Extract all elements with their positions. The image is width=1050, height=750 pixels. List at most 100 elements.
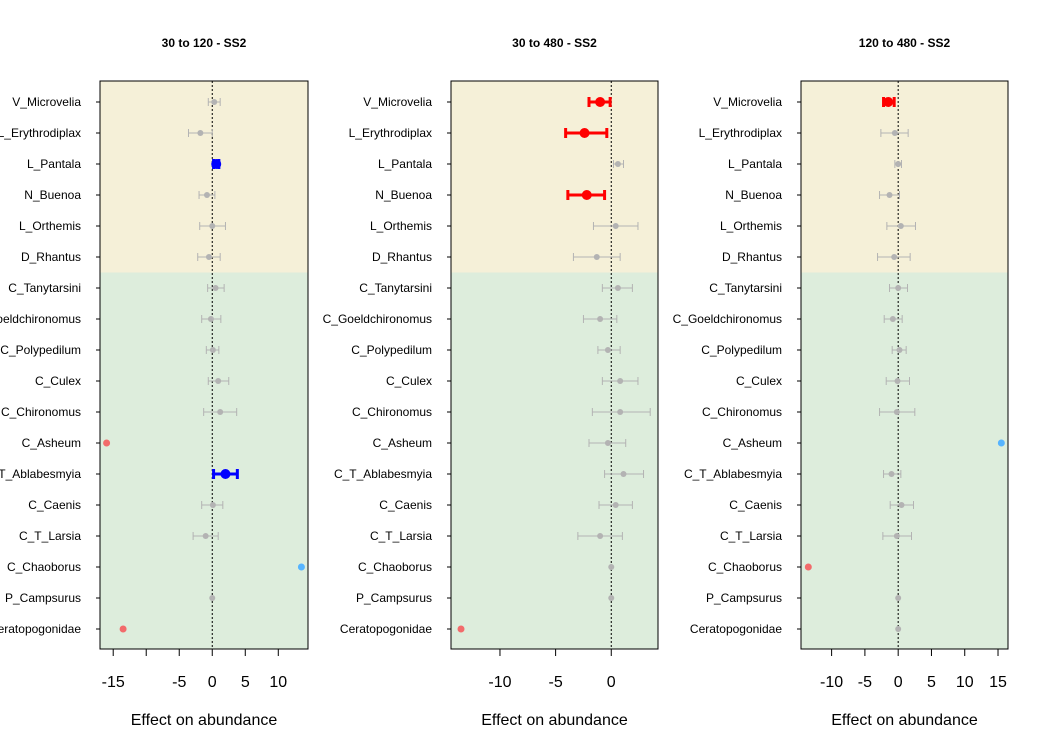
taxon-label: C_Chironomus (702, 405, 782, 419)
estimate-point (997, 439, 1005, 447)
x-tick-label: 15 (989, 674, 1007, 691)
estimate-C_Tanytarsini (601, 284, 633, 292)
panel-1: 30 to 120 - SS2 V_Microvelia L_Erythrodipl… (0, 36, 309, 729)
estimate-point (886, 192, 893, 198)
estimate-point (593, 254, 600, 260)
taxon-label: P_Campsurus (706, 591, 782, 605)
estimate-point (608, 564, 615, 570)
taxon-label: C_Goeldchironomus (673, 312, 782, 326)
x-axis-title: Effect on abundance (131, 712, 278, 729)
taxon-label: L_Pantala (378, 157, 432, 171)
taxon-label: L_Erythrodiplax (349, 126, 432, 140)
estimate-C_T_Ablabesmyia (883, 470, 902, 478)
taxon-label: C_Culex (35, 374, 81, 388)
estimate-point (209, 595, 216, 601)
estimate-C_T_Larsia (192, 532, 219, 540)
estimate-L_Erythrodiplax (564, 128, 609, 138)
taxon-label: V_Microvelia (713, 95, 782, 109)
estimate-P_Campsurus (608, 595, 615, 601)
estimate-point (202, 533, 209, 539)
x-tick-label: 0 (208, 674, 217, 691)
estimate-C_Asheum (588, 439, 627, 447)
estimate-C_Goeldchironomus (582, 315, 618, 323)
taxon-label: Ceratopogonidae (340, 622, 432, 636)
estimate-N_Buenoa (879, 191, 901, 199)
estimate-point (891, 254, 898, 260)
taxon-label: Ceratopogonidae (0, 622, 81, 636)
estimate-point (595, 97, 606, 107)
estimate-point (207, 316, 214, 322)
estimate-N_Buenoa (198, 191, 216, 199)
estimate-C_Chironomus (203, 408, 238, 416)
estimate-point (209, 347, 216, 353)
estimate-C_Asheum (103, 439, 111, 447)
taxon-label: C_T_Ablabesmyia (0, 467, 81, 481)
x-tick-label: -15 (102, 674, 125, 691)
taxon-label: C_T_Ablabesmyia (684, 467, 782, 481)
taxon-label: C_Polypedilum (0, 343, 81, 357)
taxon-label: N_Buenoa (24, 188, 81, 202)
estimate-point (897, 223, 904, 229)
estimate-point (620, 471, 627, 477)
estimate-V_Microvelia (207, 98, 221, 106)
x-tick-label: 10 (956, 674, 974, 691)
estimate-Ceratopogonidae (457, 625, 465, 633)
estimate-V_Microvelia (587, 97, 612, 107)
estimate-C_Polypedilum (891, 346, 907, 354)
plot-area (451, 81, 658, 649)
estimate-P_Campsurus (895, 595, 902, 601)
panel-title: 30 to 480 - SS2 (512, 36, 597, 50)
panel-3: 120 to 480 - SS2 V_Microvelia L_Erythrodip… (673, 36, 1009, 729)
background-band-1 (451, 81, 658, 273)
taxon-label: C_T_Ablabesmyia (334, 467, 432, 481)
estimate-Ceratopogonidae (895, 626, 902, 632)
estimate-point (581, 190, 592, 200)
taxon-label: N_Buenoa (725, 188, 782, 202)
taxon-label: C_Chaoborus (7, 560, 81, 574)
taxon-label: D_Rhantus (21, 250, 81, 264)
estimate-N_Buenoa (566, 190, 607, 200)
taxon-label: C_Tanytarsini (359, 281, 432, 295)
taxon-label: C_Chironomus (1, 405, 81, 419)
estimate-L_Orthemis (592, 222, 639, 230)
taxon-label: P_Campsurus (356, 591, 432, 605)
taxon-label: L_Pantala (27, 157, 81, 171)
estimate-C_Asheum (997, 439, 1005, 447)
estimate-point (898, 502, 905, 508)
estimate-C_Caenis (889, 501, 914, 509)
x-tick-label: -5 (858, 674, 872, 691)
x-axis-title: Effect on abundance (481, 712, 628, 729)
estimate-L_Pantala (211, 159, 222, 169)
taxon-label: L_Erythrodiplax (0, 126, 81, 140)
x-axis: -10 -5 0 5 10 15 (820, 648, 1007, 691)
estimate-point (203, 192, 210, 198)
estimate-point (889, 316, 896, 322)
background-band-2 (100, 272, 308, 649)
estimate-point (211, 99, 218, 105)
estimate-L_Erythrodiplax (880, 129, 909, 137)
estimate-C_Polypedilum (597, 346, 621, 354)
estimate-point (297, 563, 305, 571)
estimate-C_Chironomus (591, 408, 651, 416)
taxon-label: L_Orthemis (720, 219, 782, 233)
estimate-point (597, 533, 604, 539)
estimate-C_Chironomus (879, 408, 916, 416)
x-tick-label: -10 (820, 674, 843, 691)
estimate-point (209, 223, 216, 229)
estimate-C_Tanytarsini (889, 284, 908, 292)
taxon-label: C_Caenis (729, 498, 782, 512)
taxon-label: C_Caenis (379, 498, 432, 512)
estimate-point (579, 128, 590, 138)
panel-title: 30 to 120 - SS2 (162, 36, 247, 50)
taxon-label: C_Goeldchironomus (323, 312, 432, 326)
taxon-label: L_Erythrodiplax (699, 126, 782, 140)
taxon-label: C_T_Larsia (370, 529, 432, 543)
estimate-point (612, 502, 619, 508)
estimate-point (103, 439, 111, 447)
estimate-point (612, 223, 619, 229)
estimate-point (614, 285, 621, 291)
x-tick-label: -5 (172, 674, 186, 691)
taxon-label: L_Orthemis (19, 219, 81, 233)
taxon-label: C_T_Larsia (720, 529, 782, 543)
estimate-point (893, 533, 900, 539)
